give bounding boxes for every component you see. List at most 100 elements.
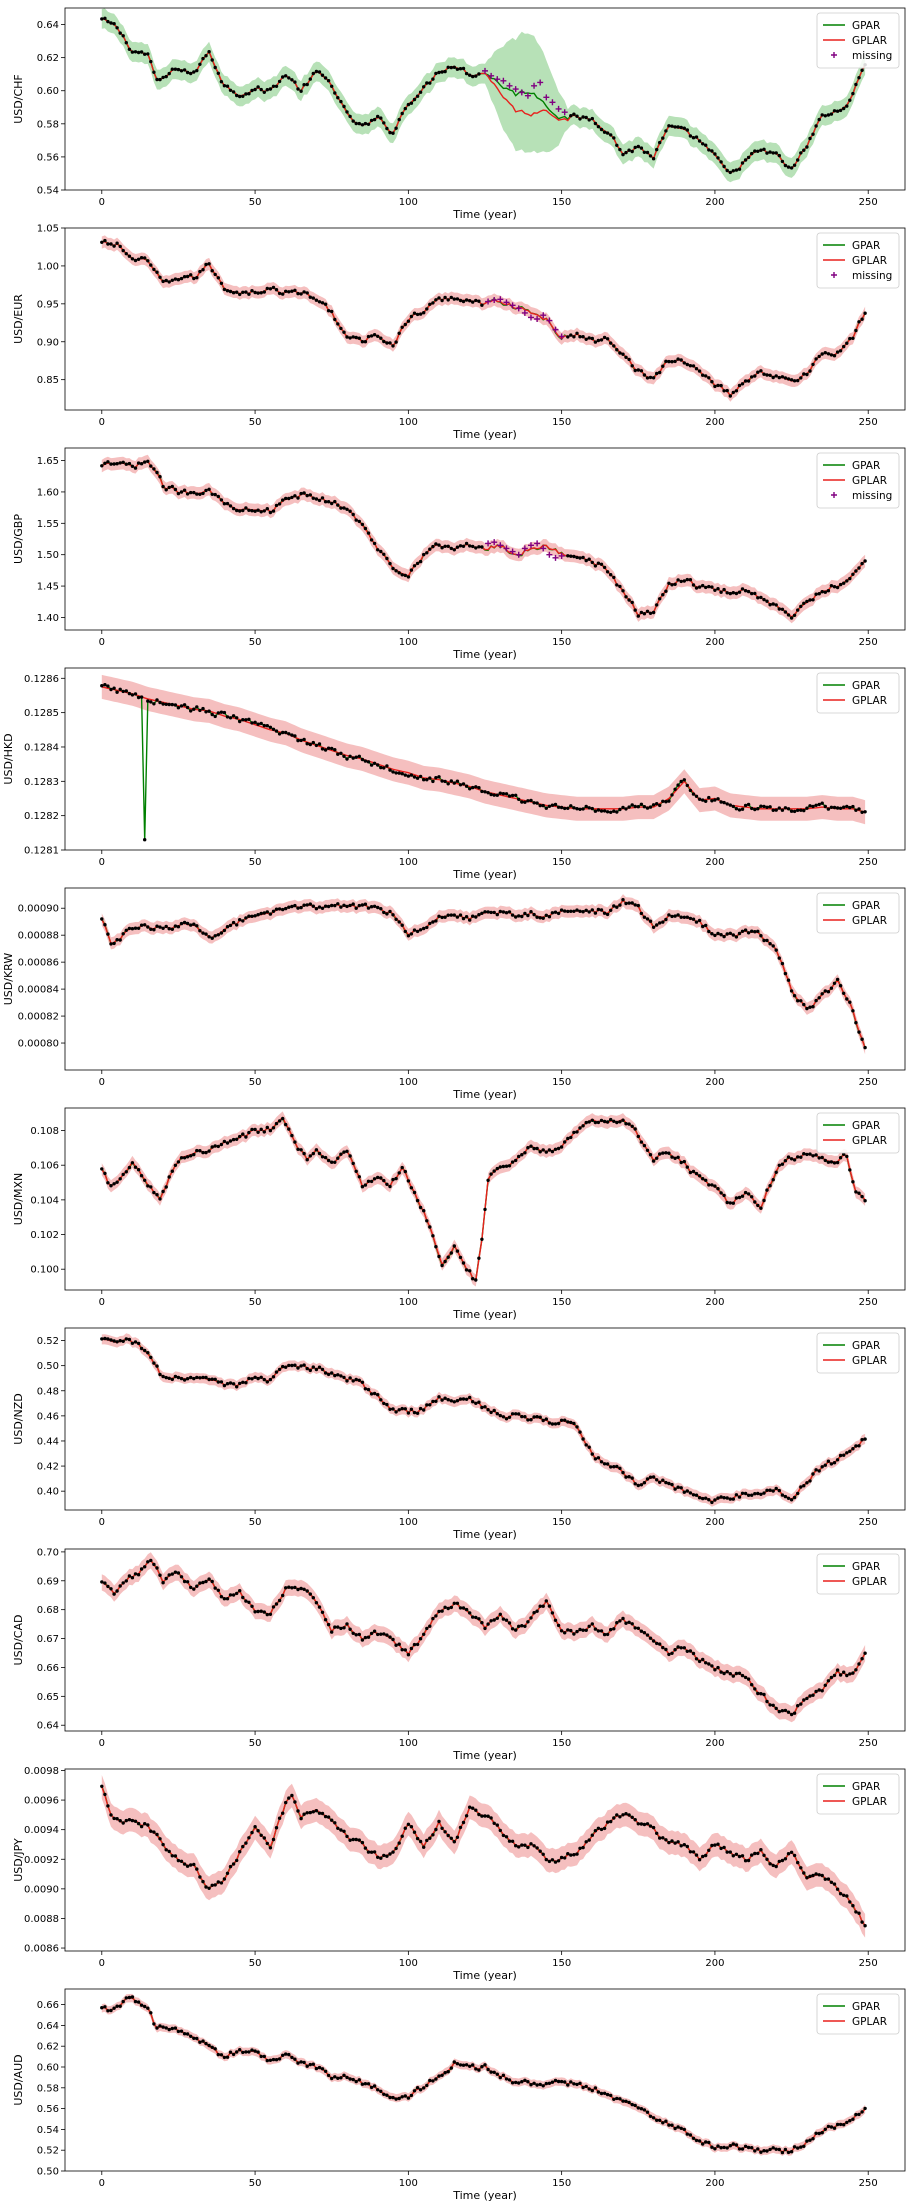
- observed-point: [204, 2041, 208, 2046]
- x-tick-label: 250: [859, 1738, 878, 1749]
- observed-point: [231, 1137, 236, 1142]
- observed-point: [820, 1465, 824, 1469]
- observed-point: [219, 710, 224, 714]
- observed-point: [679, 358, 683, 362]
- observed-point: [231, 714, 236, 718]
- observed-point: [458, 1606, 463, 1610]
- observed-point: [366, 334, 371, 339]
- observed-point: [759, 1848, 763, 1852]
- observed-point: [789, 616, 794, 620]
- observed-point: [768, 150, 772, 154]
- observed-point: [363, 2082, 368, 2086]
- x-tick-label: 0: [99, 857, 105, 868]
- observed-point: [792, 613, 797, 617]
- observed-point: [250, 721, 254, 725]
- observed-point: [330, 309, 334, 314]
- observed-point: [185, 705, 190, 710]
- observed-point: [814, 998, 818, 1003]
- observed-point: [139, 1174, 144, 1178]
- observed-point: [253, 290, 257, 295]
- observed-point: [676, 783, 680, 787]
- observed-point: [829, 1160, 834, 1164]
- x-tick-label: 150: [552, 2178, 571, 2189]
- observed-point: [345, 1379, 349, 1383]
- observed-point: [725, 591, 729, 595]
- observed-point: [661, 1151, 665, 1155]
- observed-point: [425, 1403, 429, 1407]
- observed-point: [817, 592, 821, 596]
- observed-point: [403, 1648, 407, 1652]
- observed-point: [777, 956, 781, 960]
- observed-point: [326, 500, 331, 504]
- observed-point: [578, 117, 582, 121]
- observed-point: [219, 1595, 224, 1599]
- observed-point: [311, 1596, 315, 1600]
- observed-point: [225, 501, 230, 506]
- observed-point: [789, 378, 794, 382]
- observed-point: [403, 573, 407, 578]
- observed-point: [130, 1161, 135, 1165]
- observed-point: [400, 772, 404, 776]
- observed-point: [139, 923, 144, 927]
- y-tick-label: 0.50: [37, 1361, 59, 1372]
- legend-gpar-label: GPAR: [852, 1340, 880, 1352]
- observed-point: [326, 1815, 331, 1819]
- observed-point: [152, 1190, 156, 1195]
- observed-point: [394, 569, 398, 573]
- observed-point: [440, 1263, 444, 1268]
- observed-point: [326, 79, 331, 83]
- observed-point: [366, 1179, 371, 1184]
- observed-point: [851, 1904, 855, 1908]
- observed-point: [115, 1589, 119, 1593]
- observed-point: [354, 1377, 358, 1382]
- observed-point: [860, 561, 864, 566]
- observed-point: [354, 2079, 358, 2084]
- observed-point: [777, 1859, 781, 1864]
- observed-point: [581, 2085, 585, 2090]
- observed-point: [213, 1144, 217, 1148]
- observed-point: [838, 984, 843, 988]
- observed-point: [158, 2024, 162, 2028]
- observed-point: [471, 1400, 475, 1404]
- observed-point: [345, 110, 349, 114]
- observed-point: [799, 604, 803, 609]
- y-tick-label: 0.65: [37, 1692, 59, 1703]
- observed-point: [351, 335, 355, 339]
- observed-point: [339, 326, 343, 331]
- observed-point: [360, 757, 365, 762]
- observed-point: [483, 2063, 487, 2067]
- observed-point: [452, 1244, 456, 1248]
- observed-point: [216, 933, 220, 937]
- observed-point: [826, 1160, 831, 1164]
- observed-point: [284, 1586, 288, 1590]
- observed-point: [774, 374, 778, 378]
- x-tick-label: 50: [249, 637, 262, 648]
- observed-point: [615, 1120, 619, 1125]
- observed-point: [756, 929, 760, 933]
- observed-point: [146, 925, 150, 929]
- observed-point: [768, 1703, 772, 1707]
- observed-point: [480, 1621, 484, 1625]
- y-tick-label: 0.0086: [24, 1944, 59, 1955]
- observed-point: [345, 335, 349, 339]
- observed-point: [274, 1121, 279, 1126]
- observed-point: [655, 1478, 659, 1482]
- observed-point: [802, 808, 806, 813]
- observed-point: [504, 911, 509, 915]
- observed-point: [198, 269, 202, 274]
- observed-point: [369, 1179, 374, 1184]
- observed-point: [320, 496, 325, 500]
- observed-point: [762, 147, 766, 151]
- observed-point: [204, 1885, 208, 1889]
- observed-point: [651, 1159, 656, 1163]
- observed-point: [480, 545, 484, 549]
- observed-point: [498, 1828, 502, 1833]
- observed-point: [796, 1155, 800, 1159]
- observed-point: [372, 1629, 377, 1633]
- y-axis-label: USD/MXN: [12, 1173, 25, 1225]
- observed-point: [783, 610, 788, 614]
- observed-point: [115, 462, 119, 466]
- observed-point: [645, 1822, 650, 1826]
- observed-point: [719, 2146, 723, 2150]
- observed-point: [605, 570, 610, 574]
